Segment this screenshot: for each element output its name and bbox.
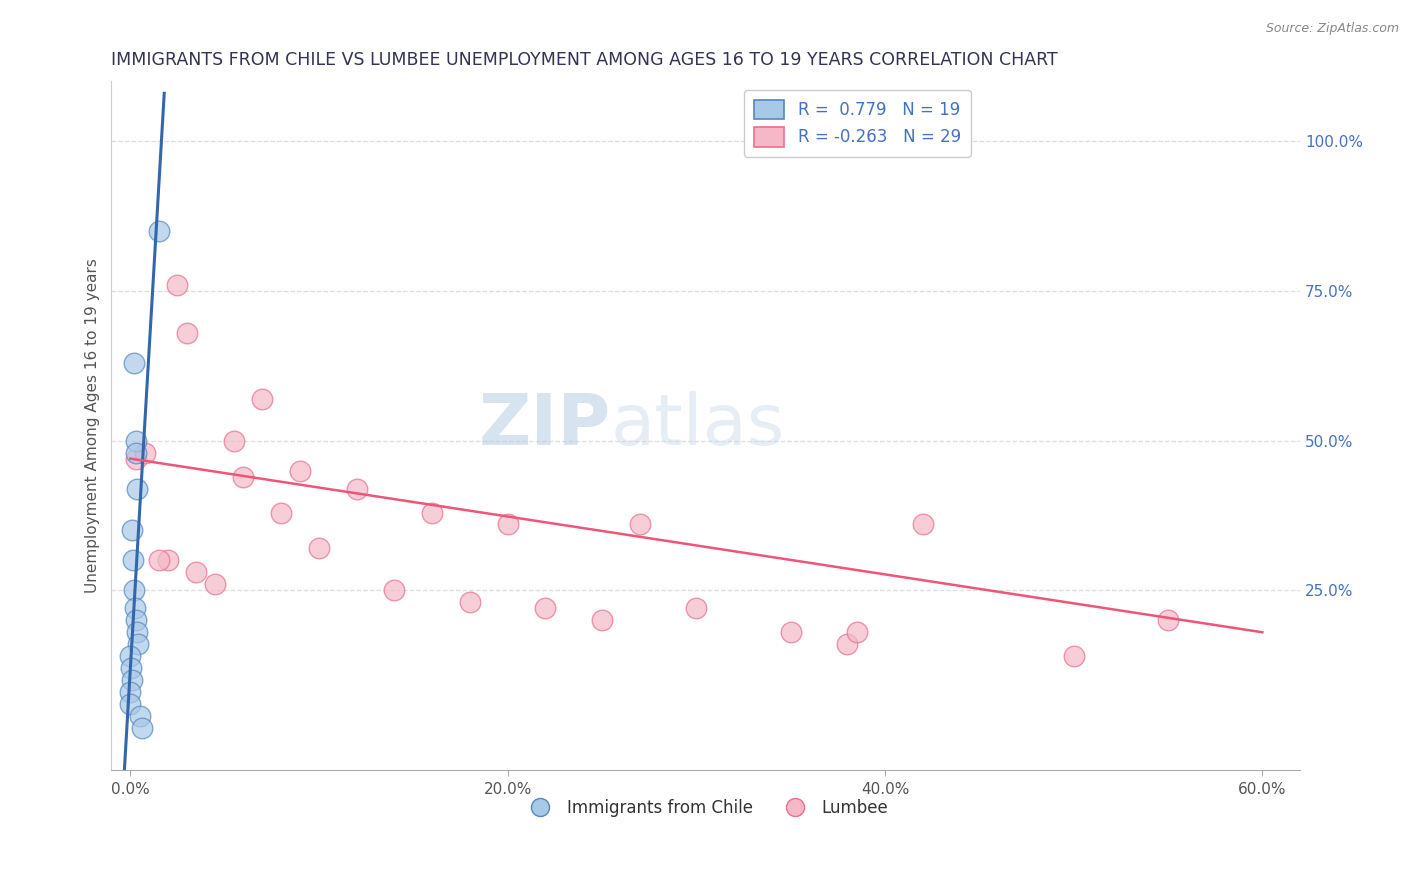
Point <box>204 577 226 591</box>
Point <box>125 451 148 466</box>
Point <box>121 524 143 538</box>
Point <box>685 601 707 615</box>
Point <box>124 601 146 615</box>
Point <box>120 649 142 664</box>
Point <box>125 482 148 496</box>
Point <box>148 553 170 567</box>
Point <box>534 601 557 615</box>
Point <box>496 517 519 532</box>
Text: IMMIGRANTS FROM CHILE VS LUMBEE UNEMPLOYMENT AMONG AGES 16 TO 19 YEARS CORRELATI: IMMIGRANTS FROM CHILE VS LUMBEE UNEMPLOY… <box>111 51 1059 69</box>
Point <box>222 434 245 448</box>
Point <box>122 553 145 567</box>
Point <box>125 625 148 640</box>
Point <box>837 637 859 651</box>
Point <box>308 541 330 556</box>
Point <box>166 277 188 292</box>
Y-axis label: Unemployment Among Ages 16 to 19 years: Unemployment Among Ages 16 to 19 years <box>86 259 100 593</box>
Point <box>845 625 868 640</box>
Point <box>420 506 443 520</box>
Point <box>176 326 198 340</box>
Point <box>120 661 142 675</box>
Point <box>148 224 170 238</box>
Point <box>252 392 274 406</box>
Point <box>1157 613 1180 627</box>
Point <box>591 613 613 627</box>
Text: atlas: atlas <box>610 392 785 460</box>
Point <box>122 583 145 598</box>
Point <box>128 709 150 723</box>
Text: Source: ZipAtlas.com: Source: ZipAtlas.com <box>1265 22 1399 36</box>
Point <box>127 637 149 651</box>
Point <box>270 506 292 520</box>
Point <box>628 517 651 532</box>
Point <box>120 697 142 711</box>
Point <box>122 356 145 370</box>
Point <box>384 583 406 598</box>
Legend: Immigrants from Chile, Lumbee: Immigrants from Chile, Lumbee <box>517 792 894 823</box>
Point <box>346 482 368 496</box>
Point <box>125 613 148 627</box>
Point <box>911 517 934 532</box>
Point <box>779 625 801 640</box>
Point <box>1063 649 1085 664</box>
Point <box>125 434 148 448</box>
Point <box>186 566 208 580</box>
Point <box>288 464 311 478</box>
Point <box>232 469 254 483</box>
Point <box>121 673 143 688</box>
Text: ZIP: ZIP <box>478 392 610 460</box>
Point <box>458 595 481 609</box>
Point <box>134 445 156 459</box>
Point <box>120 685 142 699</box>
Point <box>131 721 153 735</box>
Point <box>156 553 179 567</box>
Point <box>125 445 148 459</box>
